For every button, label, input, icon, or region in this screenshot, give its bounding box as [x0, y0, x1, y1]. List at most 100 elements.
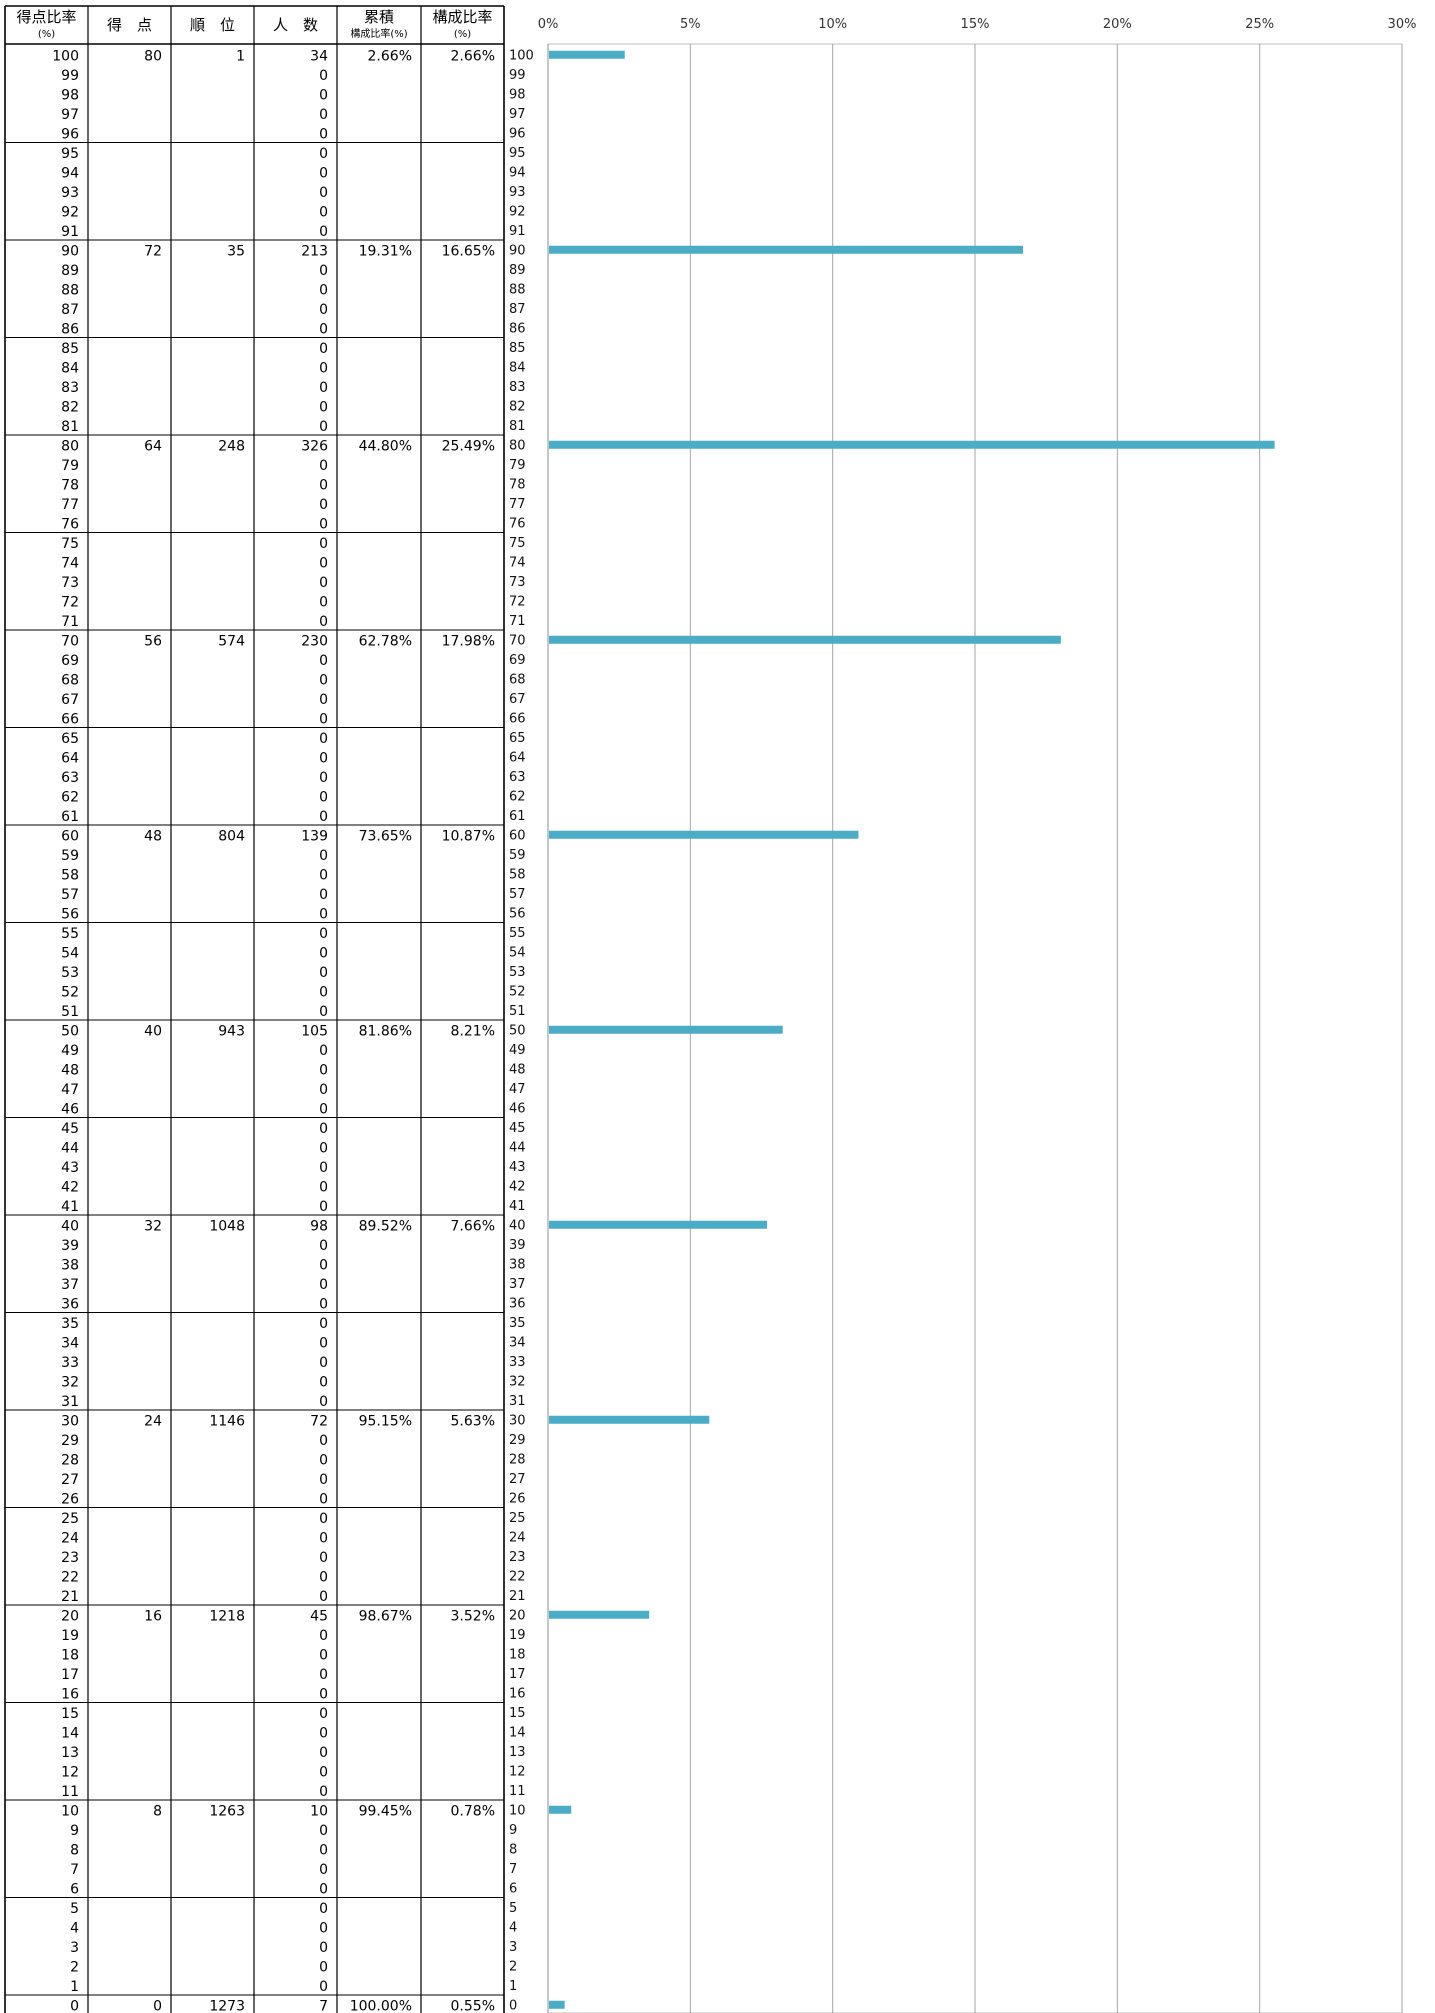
y-category-label: 93 — [509, 185, 526, 200]
rate-cell: 0 — [70, 1999, 79, 2013]
count-cell: 0 — [319, 1199, 328, 1215]
rank-cell: 943 — [218, 1024, 245, 1040]
count-cell: 0 — [319, 1706, 328, 1722]
rate-cell: 36 — [61, 1297, 79, 1313]
count-cell: 0 — [319, 965, 328, 981]
count-cell: 0 — [319, 1433, 328, 1449]
rate-cell: 99 — [61, 68, 79, 84]
table-row: 53 0 — [61, 965, 328, 981]
table-row: 57 0 — [61, 887, 328, 903]
rate-cell: 4 — [70, 1921, 79, 1937]
count-cell: 0 — [319, 1492, 328, 1508]
count-cell: 0 — [319, 361, 328, 377]
y-category-label: 49 — [509, 1043, 526, 1058]
table-row: 81 0 — [61, 419, 328, 435]
count-cell: 0 — [319, 1531, 328, 1547]
y-category-label: 96 — [509, 127, 526, 142]
score-cell: 80 — [144, 49, 162, 65]
table-row: 43 0 — [61, 1160, 328, 1176]
ratio-cell: 8.21% — [451, 1024, 495, 1040]
y-category-label: 87 — [509, 302, 526, 317]
rate-cell: 87 — [61, 302, 79, 318]
y-category-label: 98 — [509, 88, 526, 103]
table-row: 93 0 — [61, 185, 328, 201]
count-cell: 0 — [319, 400, 328, 416]
rate-cell: 77 — [61, 497, 79, 513]
y-category-label: 15 — [509, 1706, 526, 1721]
y-category-label: 7 — [509, 1862, 517, 1877]
count-cell: 72 — [310, 1414, 328, 1430]
y-category-label: 70 — [509, 634, 526, 649]
rate-cell: 16 — [61, 1687, 79, 1703]
ratio-cell: 17.98% — [442, 634, 495, 650]
rate-cell: 20 — [61, 1609, 79, 1625]
table-row: 37 0 — [61, 1277, 328, 1293]
y-category-label: 39 — [509, 1238, 526, 1253]
count-cell: 0 — [319, 127, 328, 143]
rate-cell: 45 — [61, 1121, 79, 1137]
ratio-cell: 0.55% — [451, 1999, 495, 2013]
ratio-cell: 0.78% — [451, 1804, 495, 1820]
count-cell: 0 — [319, 1180, 328, 1196]
rate-cell: 44 — [61, 1141, 79, 1157]
y-category-label: 52 — [509, 985, 526, 1000]
count-cell: 0 — [319, 1921, 328, 1937]
rank-cell: 1048 — [209, 1219, 245, 1235]
bar — [549, 1415, 710, 1424]
count-cell: 0 — [319, 1765, 328, 1781]
rate-cell: 19 — [61, 1628, 79, 1644]
y-category-label: 47 — [509, 1082, 526, 1097]
count-cell: 0 — [319, 380, 328, 396]
y-category-label: 59 — [509, 848, 526, 863]
y-category-label: 63 — [509, 770, 526, 785]
count-cell: 0 — [319, 1862, 328, 1878]
count-cell: 0 — [319, 575, 328, 591]
rate-cell: 32 — [61, 1375, 79, 1391]
cumulative-ratio-cell: 98.67% — [359, 1609, 412, 1625]
table-row: 55 0 — [61, 926, 328, 942]
y-category-label: 42 — [509, 1180, 526, 1195]
count-cell: 0 — [319, 1355, 328, 1371]
rank-cell: 1263 — [209, 1804, 245, 1820]
rate-cell: 13 — [61, 1745, 79, 1761]
y-category-label: 21 — [509, 1589, 526, 1604]
y-category-label: 3 — [509, 1940, 517, 1955]
rate-cell: 66 — [61, 712, 79, 728]
table-row: 21 0 — [61, 1589, 328, 1605]
count-cell: 213 — [301, 244, 328, 260]
y-category-label: 81 — [509, 419, 526, 434]
table-row: 51 0 — [61, 1004, 328, 1020]
rate-cell: 96 — [61, 127, 79, 143]
table-row: 71 0 — [61, 614, 328, 630]
table-row: 50 40 943 105 81.86% 8.21% — [61, 1024, 495, 1040]
count-cell: 0 — [319, 712, 328, 728]
count-cell: 0 — [319, 1687, 328, 1703]
rate-cell: 2 — [70, 1960, 79, 1976]
header-label: 得点比率 — [16, 8, 76, 26]
table-row: 98 0 — [61, 88, 328, 104]
rate-cell: 90 — [61, 244, 79, 260]
y-category-label: 33 — [509, 1355, 526, 1370]
rate-cell: 8 — [70, 1843, 79, 1859]
count-cell: 0 — [319, 1160, 328, 1176]
rate-cell: 63 — [61, 770, 79, 786]
rank-cell: 248 — [218, 439, 245, 455]
y-category-label: 58 — [509, 868, 526, 883]
rate-cell: 30 — [61, 1414, 79, 1430]
count-cell: 0 — [319, 1960, 328, 1976]
count-cell: 0 — [319, 770, 328, 786]
rate-cell: 35 — [61, 1316, 79, 1332]
table-row: 16 0 — [61, 1687, 328, 1703]
rate-cell: 40 — [61, 1219, 79, 1235]
count-cell: 0 — [319, 1394, 328, 1410]
count-cell: 0 — [319, 1511, 328, 1527]
y-category-label: 45 — [509, 1121, 526, 1136]
rate-cell: 29 — [61, 1433, 79, 1449]
table-row: 89 0 — [61, 263, 328, 279]
count-cell: 0 — [319, 1745, 328, 1761]
rate-cell: 73 — [61, 575, 79, 591]
y-category-label: 8 — [509, 1843, 517, 1858]
y-category-label: 68 — [509, 673, 526, 688]
